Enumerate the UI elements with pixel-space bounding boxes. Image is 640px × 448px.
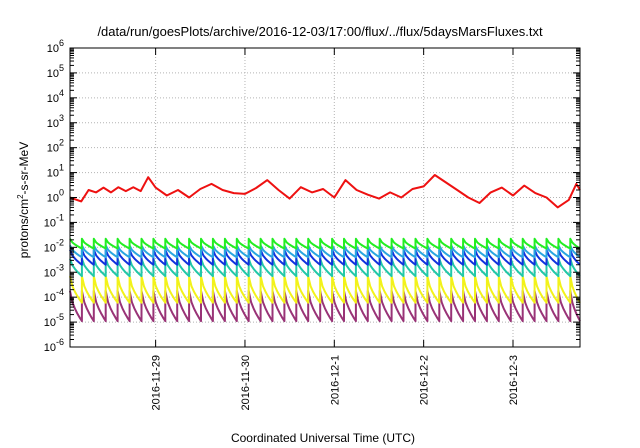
y-tick-base: 10 xyxy=(47,193,59,205)
y-tick-label: 10-5 xyxy=(44,312,64,329)
y-tick-exponent: -6 xyxy=(56,337,64,347)
y-tick-base: 10 xyxy=(44,217,56,229)
y-label-rest: -s-sr-MeV xyxy=(17,142,31,195)
y-tick-label: 101 xyxy=(47,163,64,180)
y-tick-exponent: 6 xyxy=(59,38,64,48)
y-tick-base: 10 xyxy=(44,242,56,254)
y-tick-exponent: 0 xyxy=(59,188,64,198)
y-tick-label: 10-1 xyxy=(44,212,64,229)
chart-title: /data/run/goesPlots/archive/2016-12-03/1… xyxy=(97,24,543,39)
y-tick-base: 10 xyxy=(44,342,56,354)
x-axis-ticks: 2016-11-29 2016-11-30 2016-12-1 2016-12-2 20… xyxy=(151,48,520,410)
y-tick-label: 104 xyxy=(47,88,64,105)
series-line xyxy=(69,174,581,209)
y-tick-base: 10 xyxy=(47,118,59,130)
y-tick-base: 10 xyxy=(44,317,56,329)
y-tick-exponent: -5 xyxy=(56,312,64,322)
y-tick-base: 10 xyxy=(47,93,59,105)
series-line xyxy=(69,237,581,250)
y-tick-label: 106 xyxy=(47,38,64,55)
y-label-sup: 2 xyxy=(16,194,25,199)
x-axis-label: Coordinated Universal Time (UTC) xyxy=(231,431,415,445)
x-tick-label: 2016-11-29 xyxy=(151,355,163,410)
x-tick-label: 2016-12-2 xyxy=(419,355,431,405)
y-tick-exponent: 1 xyxy=(59,163,64,173)
y-tick-label: 102 xyxy=(47,138,64,155)
series-line xyxy=(69,244,581,259)
y-tick-label: 103 xyxy=(47,113,64,130)
series-layer xyxy=(69,174,581,323)
x-tick-label: 2016-12-3 xyxy=(508,355,520,405)
y-tick-exponent: 5 xyxy=(59,63,64,73)
y-tick-exponent: -3 xyxy=(56,262,64,272)
series-line xyxy=(69,289,581,323)
y-tick-base: 10 xyxy=(47,168,59,180)
series-line xyxy=(69,257,581,278)
y-axis-label: protons/cm2-s-sr-MeV xyxy=(16,142,31,258)
y-tick-base: 10 xyxy=(47,143,59,155)
y-tick-base: 10 xyxy=(47,43,59,55)
y-tick-label: 100 xyxy=(47,188,64,205)
series-line xyxy=(69,275,581,304)
y-tick-base: 10 xyxy=(47,68,59,80)
y-tick-label: 10-2 xyxy=(44,237,64,254)
x-tick-label: 2016-11-30 xyxy=(240,355,252,410)
y-tick-exponent: 2 xyxy=(59,138,64,148)
y-tick-exponent: -2 xyxy=(56,237,64,247)
y-tick-label: 10-3 xyxy=(44,262,64,279)
y-tick-exponent: 4 xyxy=(59,88,64,98)
y-axis-ticks: 10610510410310210110010-110-210-310-410-… xyxy=(44,38,580,354)
y-tick-exponent: -1 xyxy=(56,212,64,222)
grid xyxy=(70,48,580,347)
series-line xyxy=(69,248,581,266)
x-tick-label: 2016-12-1 xyxy=(329,355,341,405)
y-tick-label: 10-4 xyxy=(44,287,64,304)
y-tick-base: 10 xyxy=(44,267,56,279)
y-tick-exponent: 3 xyxy=(59,113,64,123)
y-tick-base: 10 xyxy=(44,292,56,304)
y-tick-label: 105 xyxy=(47,63,64,80)
y-tick-label: 10-6 xyxy=(44,337,64,354)
y-tick-exponent: -4 xyxy=(56,287,64,297)
